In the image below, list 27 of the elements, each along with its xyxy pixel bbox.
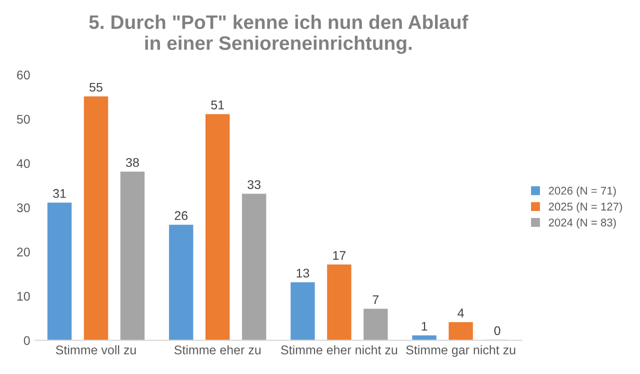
data-label: 55 [90,82,102,92]
y-tick-label: 50 [16,114,30,124]
data-label: 4 [458,308,464,318]
legend-label: 2025 (N = 127) [548,202,622,213]
y-tick-label: 60 [17,70,30,80]
data-label: 13 [296,268,310,278]
chart-title: 5. Durch "PoT" kenne ich nun den Ablauf in einer Senioreneinrichtung. [89,14,468,54]
y-tick-label: 30 [16,203,30,212]
y-tick-label: 0 [24,336,30,345]
x-tick-label: Stimme eher nicht zu [281,345,398,354]
legend-label: 2024 (N = 83) [548,218,616,229]
x-tick-label: Stimme eher zu [174,345,261,354]
x-tick-label: Stimme gar nicht zu [406,345,516,357]
y-tick-label: 20 [17,248,30,256]
data-label: 51 [211,100,224,110]
data-label: 17 [333,251,346,260]
x-tick-label: Stimme voll zu [56,345,136,354]
y-tick-label: 10 [17,292,30,301]
y-tick-label: 40 [16,159,30,168]
data-label: 33 [248,180,260,190]
data-label: 7 [372,295,379,304]
data-label: 0 [494,326,500,336]
data-label: 26 [174,211,188,220]
legend-label: 2026 (N = 71) [548,186,616,197]
data-label: 1 [422,322,428,331]
data-label: 31 [53,189,66,198]
data-label: 38 [126,158,139,167]
